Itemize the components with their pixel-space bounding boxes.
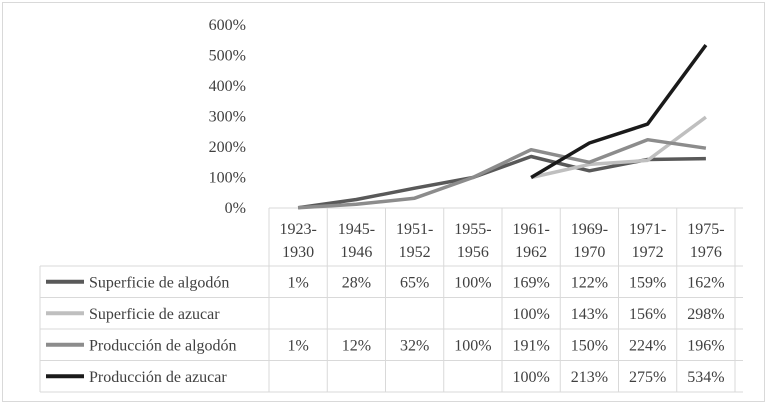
data-label: 196% (687, 337, 724, 354)
x-tick-label: 1952 (399, 244, 431, 261)
data-label: 534% (687, 369, 724, 386)
series-line (530, 115, 707, 180)
x-tick-label: 1955- (454, 221, 491, 238)
y-tick-label: 100% (209, 170, 246, 187)
y-tick-label: 300% (209, 109, 246, 126)
data-label: 100% (454, 274, 491, 291)
data-label: 28% (342, 274, 371, 291)
x-tick-label: 1951- (396, 221, 433, 238)
y-tick-label: 200% (209, 139, 246, 156)
y-tick-label: 500% (209, 48, 246, 65)
x-tick-label: 1930 (282, 244, 314, 261)
data-label: 150% (571, 337, 608, 354)
data-label: 122% (571, 274, 608, 291)
x-tick-label: 1961- (512, 221, 549, 238)
data-label: 162% (687, 274, 724, 291)
data-label: 298% (687, 306, 724, 323)
data-label: 224% (629, 337, 666, 354)
data-label: 1% (287, 337, 308, 354)
data-label: 156% (629, 306, 666, 323)
y-tick-label: 400% (209, 78, 246, 95)
data-label: 100% (512, 369, 549, 386)
x-tick-label: 1945- (338, 221, 375, 238)
y-tick-label: 0% (225, 200, 246, 217)
data-label: 275% (629, 369, 666, 386)
x-tick-label: 1976 (690, 244, 722, 261)
data-label: 169% (512, 274, 549, 291)
data-label: 100% (512, 306, 549, 323)
legend-label: Superficie de algodón (89, 274, 229, 291)
data-label: 143% (571, 306, 608, 323)
legend-label: Producción de algodón (89, 337, 237, 354)
data-label: 191% (512, 337, 549, 354)
x-tick-label: 1956 (457, 244, 489, 261)
x-tick-label: 1969- (571, 221, 608, 238)
data-label: 159% (629, 274, 666, 291)
x-tick-label: 1970 (573, 244, 605, 261)
data-label: 65% (400, 274, 429, 291)
x-tick-label: 1972 (632, 244, 664, 261)
series-line (530, 44, 708, 180)
data-label: 100% (454, 337, 491, 354)
x-tick-label: 1971- (629, 221, 666, 238)
x-tick-label: 1975- (687, 221, 724, 238)
legend-label: Producción de azucar (89, 369, 227, 386)
data-label: 12% (342, 337, 371, 354)
x-tick-label: 1923- (279, 221, 316, 238)
x-tick-label: 1962 (515, 244, 547, 261)
data-label: 32% (400, 337, 429, 354)
data-label: 213% (571, 369, 608, 386)
series-line (297, 137, 707, 210)
data-label: 1% (287, 274, 308, 291)
x-tick-label: 1946 (340, 244, 372, 261)
legend-label: Superficie de azucar (89, 306, 220, 323)
y-tick-label: 600% (209, 17, 246, 34)
